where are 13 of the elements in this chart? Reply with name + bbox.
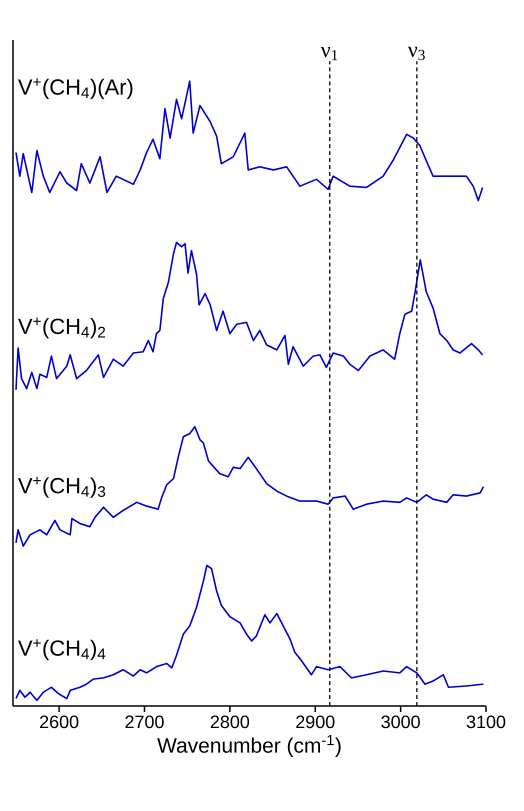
x-tick-label: 2900 [296, 716, 334, 728]
x-tick-label: 3000 [381, 716, 420, 728]
ref-line-label: ν$_{1}$ [320, 46, 338, 60]
x-tick-label: 2600 [40, 716, 78, 728]
series-label: V$^{+}$(CH$_{4}$)$_{2}$ [18, 318, 106, 338]
series-label: V$^{+}$(CH$_{4}$)$_{3}$ [18, 476, 106, 498]
ref-line-label: ν$_{3}$ [408, 46, 425, 60]
x-axis-title: Wavenumber (cm$^{-1}$) [157, 735, 341, 757]
series-label: V$^{+}$(CH$_{4}$)(Ar) [18, 78, 132, 100]
x-tick-label: 2800 [210, 716, 250, 728]
series-label: V$^{+}$(CH$_{4}$)$_{4}$ [18, 639, 106, 660]
x-tick-label: 3100 [466, 716, 506, 728]
x-tick-label: 2700 [125, 716, 164, 728]
